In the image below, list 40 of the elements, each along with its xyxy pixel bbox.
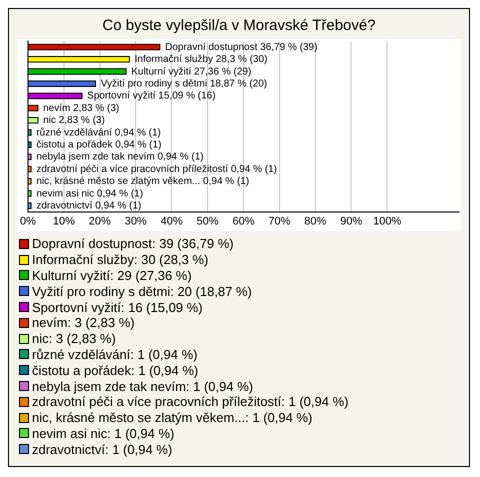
text: zdravotnictví: 1 (0,94 %) xyxy=(32,442,172,457)
text: nebyla jsem zde tak nevím: 1 (0,94 %) xyxy=(32,378,254,394)
text: Vyžití pro rodiny s dětmi: 20 (18,87 %) xyxy=(32,284,252,299)
text: nevim asi nic: 1 (0,94 %) xyxy=(32,426,174,441)
text: Sportovní vyžití: 16 (15,09 %) xyxy=(32,300,203,315)
x-tick-label: 90% xyxy=(340,215,362,228)
category-label: Informační služby 28,3 % (30) xyxy=(134,54,268,66)
category-label: zdravotnictví 0,94 % (1) xyxy=(36,200,142,212)
x-tick-label: 60% xyxy=(232,215,255,228)
text: zdravotní péči a více pracovních příležitostí: 1 (0,94 %) xyxy=(32,394,348,410)
category-label: různé vzdělávání 0,94 % (1) xyxy=(36,127,161,138)
category-label: Vyžití pro rodiny s dětmi 18,87 % (20) xyxy=(100,78,268,90)
x-tick-label: 50% xyxy=(196,215,219,228)
category-label: nic, krásné město se zlatým věkem... 0,94 % (1) xyxy=(36,176,250,188)
chart-title: Co byste vylepšil/a v Moravské Třebové? xyxy=(101,16,377,36)
x-tick-label: 10% xyxy=(52,215,76,228)
x-tick-label: 70% xyxy=(268,215,291,228)
text: Dopravní dostupnost: 39 (36,79 %) xyxy=(32,236,234,252)
x-tick-label: 30% xyxy=(124,215,147,228)
category-label: nevim asi nic 0,94 % (1) xyxy=(36,188,144,200)
text: Informační služby: 30 (28,3 %) xyxy=(32,252,208,268)
text: různé vzdělávání: 1 (0,94 %) xyxy=(32,346,198,362)
text: Kulturní vyžití: 29 (27,36 %) xyxy=(32,268,192,283)
x-tick-label: 0% xyxy=(20,215,36,228)
text: nic: 3 (2,83 %) xyxy=(32,331,116,346)
category-label: nebyla jsem zde tak nevím 0,94 % (1) xyxy=(36,152,204,163)
category-label: čistotu a pořádek 0,94 % (1) xyxy=(36,139,162,150)
category-label: Kulturní vyžití 27,36 % (29) xyxy=(131,66,252,78)
category-label: nic 2,83 % (3) xyxy=(43,115,105,126)
x-tick-label: 20% xyxy=(88,215,112,228)
text: nevím: 3 (2,83 %) xyxy=(32,315,135,330)
text: čistotu a pořádek: 1 (0,94 %) xyxy=(32,362,198,378)
x-tick-label: 100% xyxy=(373,215,402,228)
x-tick-label: 80% xyxy=(304,215,327,228)
category-label: zdravotní péči a více pracovních příležitostí 0,94 % (1) xyxy=(36,164,277,175)
category-label: nevím 2,83 % (3) xyxy=(43,102,120,114)
x-tick-label: 40% xyxy=(160,215,183,228)
category-label: Dopravní dostupnost 36,79 % (39) xyxy=(165,42,318,53)
category-label: Sportovní vyžití 15,09 % (16) xyxy=(87,90,216,102)
text: nic, krásné město se zlatým věkem...: 1 (0,94 %) xyxy=(32,410,312,426)
